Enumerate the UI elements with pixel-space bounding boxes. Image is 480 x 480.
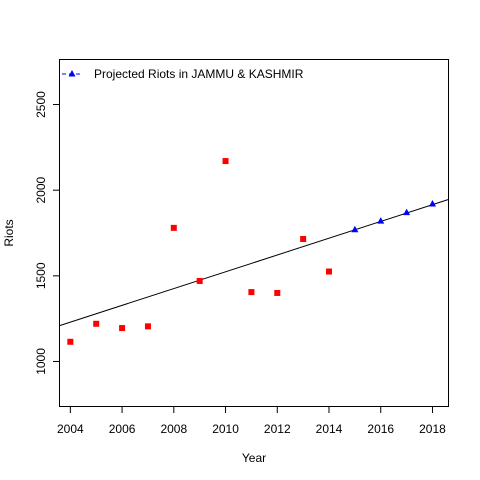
- observed-point: [144, 323, 151, 330]
- trend-line: [59, 199, 449, 326]
- x-tick-label: 2012: [264, 422, 291, 436]
- y-axis-title: Riots: [2, 219, 16, 246]
- y-tick-label: 1000: [34, 348, 48, 375]
- observed-point: [326, 268, 333, 275]
- x-tick-label: 2014: [316, 422, 343, 436]
- trend-line-layer: [59, 199, 449, 326]
- y-tick-label: 2500: [34, 91, 48, 118]
- y-tick-label: 2000: [34, 177, 48, 204]
- observed-point: [67, 338, 74, 345]
- x-tick-label: 2018: [419, 422, 446, 436]
- legend: Projected Riots in JAMMU & KASHMIR: [62, 67, 304, 81]
- legend-triangle-marker: [68, 70, 76, 77]
- observed-point: [222, 158, 229, 165]
- observed-point: [248, 289, 255, 296]
- projected-point: [377, 217, 385, 224]
- x-tick-label: 2010: [212, 422, 239, 436]
- projected-point: [403, 208, 411, 216]
- observed-point: [170, 224, 177, 231]
- x-axis-title: Year: [242, 451, 266, 465]
- x-tick-label: 2006: [109, 422, 136, 436]
- y-axis: 1000 1500 2000 2500: [34, 91, 60, 375]
- x-tick-label: 2016: [367, 422, 394, 436]
- observed-point: [274, 289, 281, 296]
- observed-point: [196, 277, 203, 284]
- x-tick-label: 2008: [160, 422, 187, 436]
- observed-point: [93, 320, 100, 327]
- x-tick-label: 2004: [57, 422, 84, 436]
- observed-point: [119, 325, 126, 332]
- projected-point: [351, 225, 359, 233]
- legend-label: Projected Riots in JAMMU & KASHMIR: [94, 67, 304, 81]
- observed-point: [300, 235, 307, 242]
- x-axis: 2004 2006 2008 2010 2012 2014 2016 2018: [57, 406, 446, 436]
- projected-point: [428, 200, 436, 207]
- data-points-layer: [67, 158, 436, 345]
- y-tick-label: 1500: [34, 262, 48, 289]
